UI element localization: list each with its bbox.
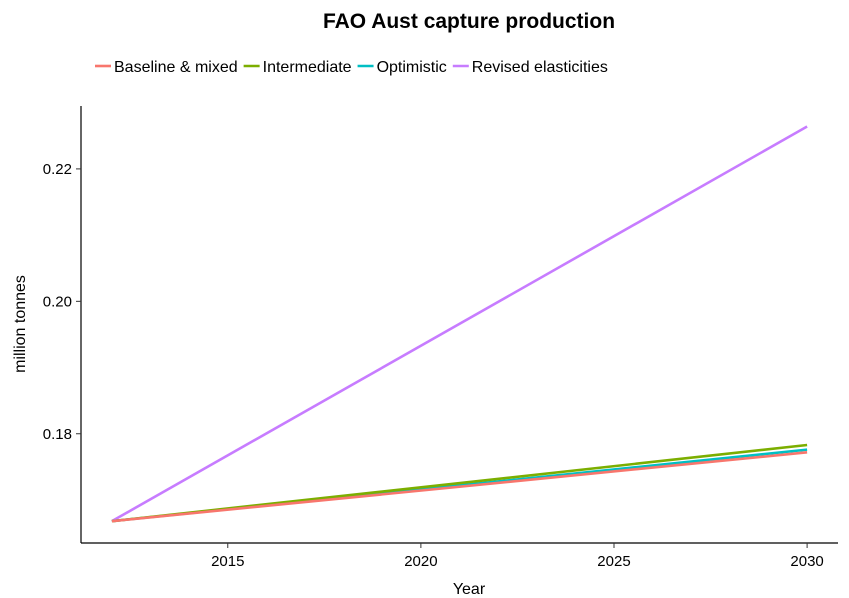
legend-item-optimistic: Optimistic	[357, 59, 447, 76]
y-tick-label: 0.22	[43, 161, 72, 178]
legend-label: Revised elasticities	[472, 59, 608, 76]
x-tick-label: 2015	[211, 553, 244, 570]
chart-title: FAO Aust capture production	[323, 10, 615, 33]
y-axis-title: million tonnes	[12, 275, 29, 373]
x-axis-title: Year	[453, 581, 486, 598]
legend-label: Intermediate	[263, 59, 352, 76]
y-ticks: 0.18 0.20 0.22	[43, 161, 81, 443]
series-line-baseline-mixed	[111, 450, 808, 523]
legend-label: Optimistic	[377, 59, 447, 76]
x-tick-label: 2020	[404, 553, 437, 570]
legend-item-revised-elasticities: Revised elasticities	[452, 59, 608, 76]
series-line-revised-elasticities	[111, 125, 808, 523]
legend-item-intermediate: Intermediate	[243, 59, 352, 76]
y-tick-label: 0.18	[43, 426, 72, 443]
x-ticks: 2015 2020 2025 2030	[211, 543, 824, 570]
x-tick-label: 2025	[597, 553, 630, 570]
x-tick-label: 2030	[790, 553, 823, 570]
plot-lines	[111, 125, 808, 523]
y-tick-label: 0.20	[43, 293, 72, 310]
legend-label: Baseline & mixed	[114, 59, 238, 76]
legend: Baseline & mixed Intermediate Optimistic Re…	[95, 59, 608, 76]
legend-item-baseline-mixed: Baseline & mixed	[95, 59, 238, 76]
